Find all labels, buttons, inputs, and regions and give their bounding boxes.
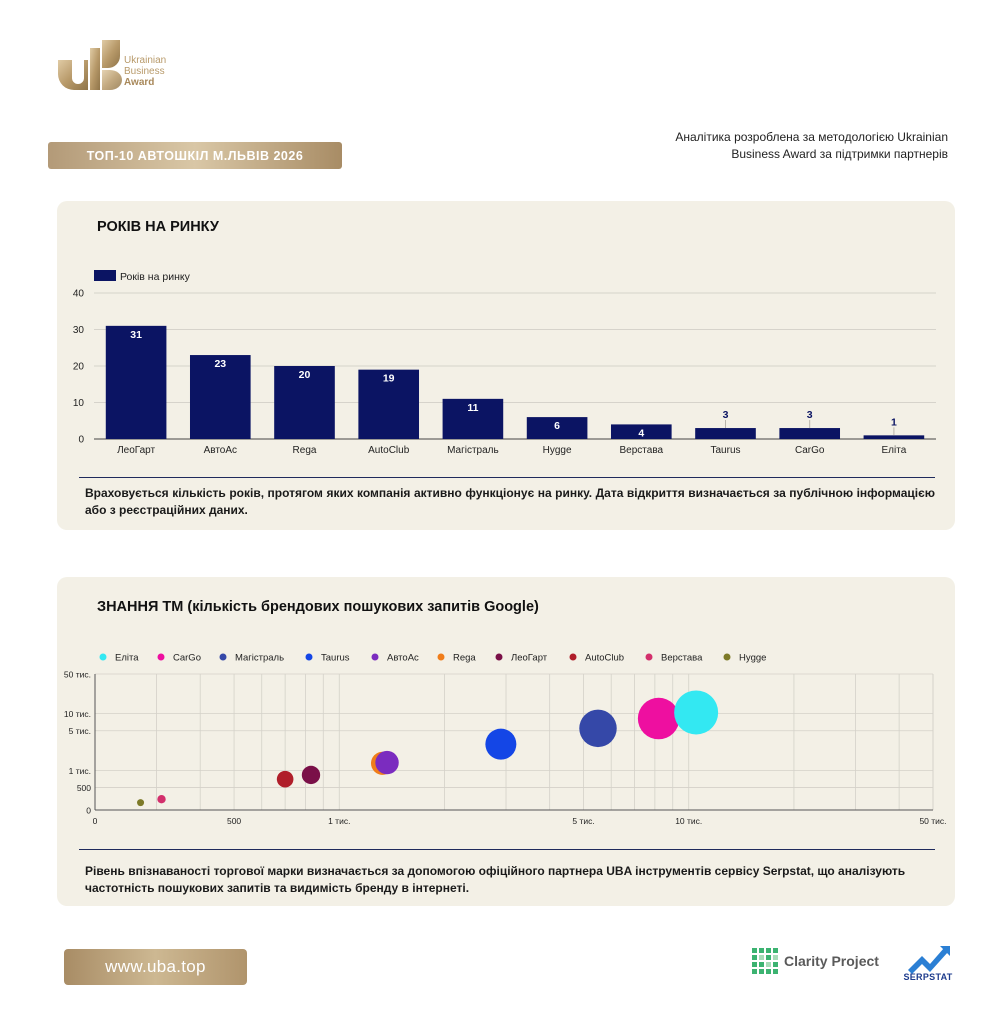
clarity-grid-icon	[752, 948, 778, 974]
y-tick-label: 500	[77, 783, 91, 793]
x-tick-label: CarGo	[795, 445, 825, 456]
x-tick-label: 5 тис.	[572, 816, 594, 826]
bubble-Верстава	[157, 795, 166, 804]
legend-label: Років на ринку	[120, 271, 191, 283]
data-label: 3	[723, 409, 729, 421]
bubble-ЛеоГарт	[301, 765, 321, 785]
analytics-note: Аналітика розроблена за методологією Ukr…	[675, 130, 948, 161]
legend-marker	[437, 653, 445, 661]
legend-marker	[305, 653, 313, 661]
x-tick-label: Taurus	[710, 445, 740, 456]
y-tick-label: 10 тис.	[64, 709, 91, 719]
serpstat-logo-icon	[908, 946, 950, 974]
x-tick-label: ЛеоГарт	[117, 445, 155, 456]
bubble-Магістраль	[579, 709, 617, 748]
y-tick-label: 1 тис.	[69, 766, 91, 776]
data-label: 19	[383, 373, 395, 385]
brand-card-description: Рівень впізнаваності торгової марки визн…	[85, 864, 906, 895]
x-tick-label: АвтоАс	[204, 445, 237, 456]
bar	[442, 398, 504, 439]
uba-logo-icon	[58, 40, 122, 90]
legend-label: AutoClub	[585, 653, 624, 664]
bar	[189, 355, 251, 439]
legend-marker	[371, 653, 379, 661]
logo-text: Ukrainian Business Award	[124, 55, 167, 88]
x-tick-label: 0	[93, 816, 98, 826]
bubble-CarGo	[637, 697, 680, 740]
legend-label: Еліта	[115, 653, 139, 664]
legend-marker	[99, 653, 107, 661]
legend-marker	[569, 653, 577, 661]
x-tick-label: Rega	[293, 445, 317, 456]
years-on-market-card: РОКІВ НА РИНКУ Років на ринку 0 10 20 30 40 31…	[57, 201, 955, 530]
x-tick-label: 10 тис.	[675, 816, 702, 826]
bar	[695, 428, 756, 439]
legend-marker	[645, 653, 653, 661]
bar	[526, 417, 588, 439]
data-label: 23	[214, 358, 226, 370]
y-tick-label: 5 тис.	[69, 726, 91, 736]
legend-label: Rega	[453, 653, 476, 664]
data-label: 20	[299, 369, 311, 381]
brand-bubble-chart: Еліта CarGo Магістраль Taurus АвтоАс Rega ЛеоГ…	[64, 653, 947, 827]
legend-label: АвтоАс	[387, 653, 419, 664]
legend-marker	[723, 653, 731, 661]
legend-label: ЛеоГарт	[511, 653, 548, 664]
years-card-title: РОКІВ НА РИНКУ	[97, 219, 219, 235]
legend-label: Hygge	[739, 653, 766, 664]
bubble-Еліта	[674, 690, 719, 735]
years-bar-chart: Років на ринку01020304031ЛеоГарт23АвтоАс…	[73, 270, 936, 456]
x-tick-label: Магістраль	[447, 445, 499, 456]
x-tick-label: Hygge	[543, 445, 572, 456]
y-tick-label: 0	[78, 435, 84, 446]
x-tick-label: Верстава	[620, 445, 664, 456]
legend-label: Магістраль	[235, 653, 284, 664]
y-tick-label: 0	[86, 806, 91, 816]
y-tick-label: 40	[73, 289, 85, 300]
legend-label: CarGo	[173, 653, 201, 664]
website-link[interactable]: www.uba.top	[64, 949, 247, 985]
brand-card-title: ЗНАННЯ ТМ (кількість брендових пошукових…	[97, 599, 539, 615]
x-tick-label: AutoClub	[368, 445, 410, 456]
bubble-Hygge	[137, 799, 145, 807]
legend-swatch	[94, 270, 116, 281]
data-label: 31	[130, 329, 142, 341]
y-tick-label: 20	[73, 362, 85, 373]
data-label: 1	[891, 416, 897, 428]
bar	[779, 428, 841, 439]
bar	[105, 325, 167, 439]
bar	[358, 369, 420, 439]
x-tick-label: 50 тис.	[919, 816, 946, 826]
legend-marker	[157, 653, 165, 661]
bubble-AutoClub	[276, 770, 294, 788]
legend-marker	[219, 653, 227, 661]
x-tick-label: Еліта	[882, 445, 907, 456]
legend-marker	[495, 653, 503, 661]
serpstat-label: SERPSTAT	[903, 972, 953, 982]
data-label: 6	[554, 420, 560, 432]
x-tick-label: 1 тис.	[328, 816, 350, 826]
bar	[610, 424, 672, 439]
legend-label: Верстава	[661, 653, 703, 664]
clarity-project-label: Clarity Project	[784, 953, 879, 969]
data-label: 3	[807, 409, 813, 421]
divider	[79, 849, 935, 850]
years-card-description: Враховується кількість років, протягом я…	[85, 486, 935, 517]
y-tick-label: 30	[73, 325, 85, 336]
bar	[863, 435, 925, 439]
clarity-project-logo: Clarity Project	[752, 948, 879, 974]
y-tick-label: 50 тис.	[64, 670, 91, 680]
bubble-Taurus	[485, 728, 517, 760]
brand-awareness-card: ЗНАННЯ ТМ (кількість брендових пошукових…	[57, 577, 955, 906]
data-label: 11	[467, 402, 478, 414]
legend-label: Taurus	[321, 653, 350, 664]
divider	[79, 477, 935, 478]
y-tick-label: 10	[73, 398, 85, 409]
bar	[274, 366, 335, 439]
page-title: ТОП-10 АВТОШКІЛ М.ЛЬВІВ 2026	[48, 142, 342, 169]
x-tick-label: 500	[227, 816, 241, 826]
bubble-АвтоАс	[375, 750, 399, 775]
data-label: 4	[638, 427, 644, 439]
